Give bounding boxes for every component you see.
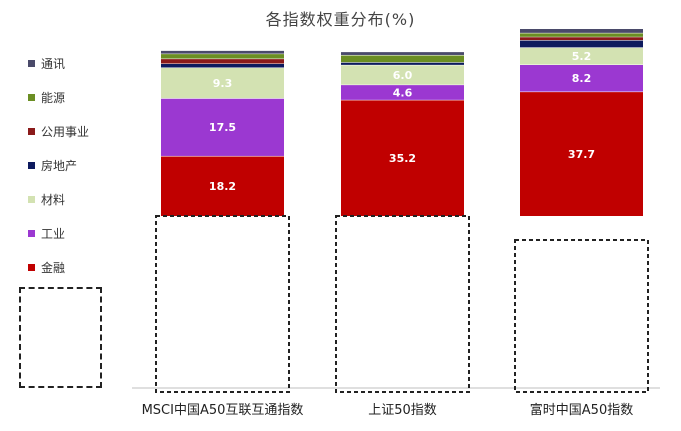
bar-segment [520,36,643,41]
legend-swatch [28,263,35,271]
x-tick-label: MSCI中国A50互联互通指数 [142,403,304,418]
legend-item: 工业 [28,226,66,241]
bar-segment [520,64,643,92]
legend-item: 房地产 [28,158,78,173]
data-label: 35.2 [389,152,416,165]
data-label: 17.5 [209,121,236,134]
legend-label: 材料 [41,192,66,207]
bar-segment [161,67,284,99]
legend-label: 房地产 [41,158,78,173]
bar-segment [520,28,643,33]
legend-label: 金融 [41,260,66,275]
legend-label: 公用事业 [41,124,90,139]
bar-segment [161,155,284,216]
bar-segment [341,99,464,216]
data-label: 5.2 [572,50,592,63]
bar-segment [520,32,643,37]
bar-segment [520,91,643,216]
bar-segment [161,53,284,59]
legend-label: 能源 [41,90,66,105]
data-label: 4.6 [393,86,413,99]
legend-item: 通讯 [28,56,66,71]
bar-segment [520,47,643,65]
bar-segment [520,40,643,48]
legend-item: 金融 [28,260,66,275]
legend-placeholder-box [19,287,102,388]
data-label: 8.2 [572,72,592,85]
legend-item: 能源 [28,90,66,105]
legend-swatch [28,127,35,135]
legend-item: 材料 [28,192,66,207]
data-label: 37.7 [568,148,595,161]
dashed-bar-extension [335,215,470,393]
x-tick-label: 富时中国A50指数 [530,402,633,418]
bar-segment [161,98,284,156]
legend-item: 公用事业 [28,124,90,139]
bar-segment [341,51,464,55]
bar-segment [341,62,464,65]
data-label: 6.0 [393,69,413,82]
legend-swatch [28,93,35,101]
legend-swatch [28,161,35,169]
bar-segment [161,50,284,54]
data-label: 9.3 [213,77,233,90]
data-label: 18.2 [209,180,236,193]
chart-title: 各指数权重分布(%) [265,10,416,29]
bar-segment [161,63,284,68]
bar-segment [341,54,464,63]
legend-swatch [28,229,35,237]
legend-label: 通讯 [41,56,66,71]
dashed-bar-extension [514,239,649,393]
legend-label: 工业 [41,226,66,241]
bar-segment [341,64,464,85]
legend-swatch [28,59,35,67]
bar-segment [161,58,284,64]
bar-segment [341,84,464,100]
legend-swatch [28,195,35,203]
dashed-bar-extension [155,215,290,393]
x-tick-label: 上证50指数 [368,403,437,418]
